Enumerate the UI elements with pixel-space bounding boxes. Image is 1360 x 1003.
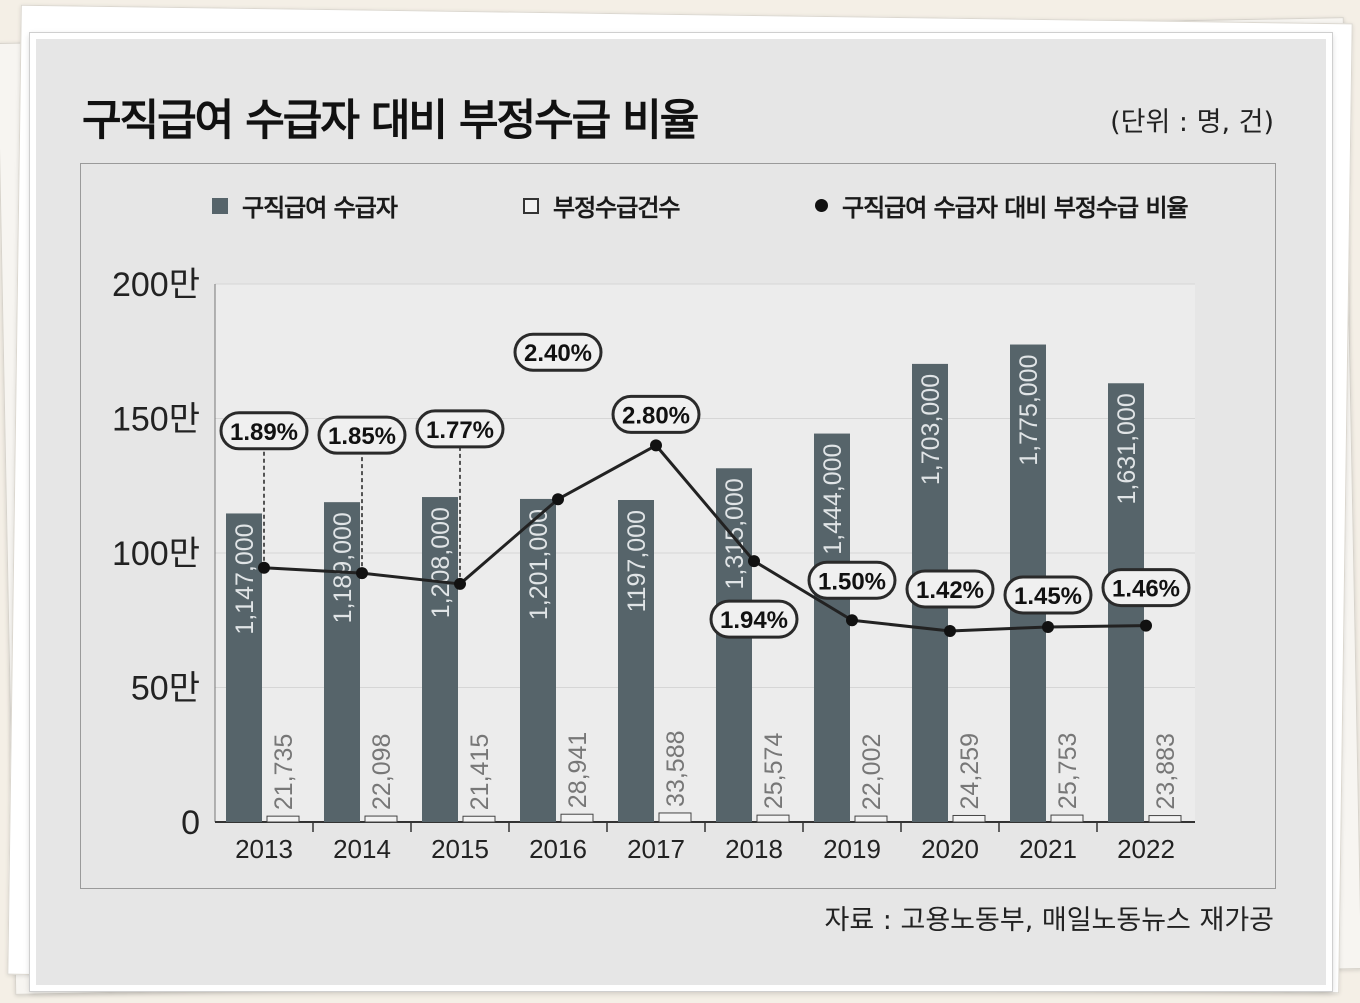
ratio-value-label: 1.77% — [426, 417, 494, 444]
fraud-bar — [364, 815, 398, 823]
ratio-label-pill — [709, 599, 799, 639]
ratio-label-pill — [905, 569, 995, 609]
fraud-value-label: 21,415 — [466, 734, 494, 810]
fraud-value-label: 22,098 — [368, 734, 396, 810]
recipients-bar — [716, 468, 752, 822]
legend-recipients-label: 구직급여 수급자 — [242, 194, 398, 222]
fraud-value-label: 28,941 — [564, 732, 592, 808]
fraud-value-label: 25,753 — [1054, 733, 1082, 809]
ratio-point — [944, 625, 956, 638]
legend-fraud-label: 부정수급건수 — [553, 194, 680, 222]
ratio-label-pill — [611, 394, 701, 434]
fraud-value-label: 25,574 — [760, 733, 788, 810]
x-tick-label: 2018 — [725, 834, 783, 864]
y-tick-label: 200만 — [112, 266, 200, 304]
ratio-label-pill — [219, 411, 309, 451]
fraud-bar — [854, 815, 888, 823]
recipients-value-label: 1197,000 — [623, 510, 651, 612]
ratio-value-label: 1.85% — [328, 423, 396, 450]
legend-dot-icon — [815, 199, 828, 212]
fraud-bar — [1050, 814, 1084, 823]
ratio-label-pill — [1101, 568, 1191, 608]
recipients-value-label: 1,201,000 — [525, 509, 553, 620]
fraud-bar — [1148, 815, 1182, 823]
ratio-point — [356, 567, 368, 580]
x-tick-label: 2016 — [529, 834, 587, 864]
x-tick-label: 2019 — [823, 834, 881, 864]
recipients-value-label: 1,208,000 — [427, 507, 455, 618]
chart-title: 구직급여 수급자 대비 부정수급 비율 — [82, 96, 699, 146]
x-tick-label: 2021 — [1019, 834, 1077, 864]
recipients-bar — [520, 498, 556, 822]
x-tick-label: 2020 — [921, 834, 979, 864]
recipients-bar — [226, 513, 262, 822]
recipients-value-label: 1,703,000 — [917, 374, 945, 485]
ratio-value-label: 1.50% — [818, 568, 886, 595]
legend-fraud: 부정수급건수 — [523, 188, 680, 223]
x-tick-label: 2013 — [235, 834, 293, 864]
fraud-value-label: 23,883 — [1152, 733, 1180, 809]
ratio-value-label: 1.45% — [1014, 583, 1082, 610]
recipients-value-label: 1,147,000 — [231, 523, 259, 634]
ratio-line — [263, 443, 1147, 633]
x-tick-label: 2015 — [431, 834, 489, 864]
y-tick-label: 100만 — [112, 535, 200, 573]
fraud-value-label: 24,259 — [956, 733, 984, 809]
legend-light-square-icon — [523, 197, 539, 214]
ratio-point — [552, 493, 564, 506]
x-tick-label: 2014 — [333, 834, 391, 864]
fraud-value-label: 21,735 — [270, 734, 298, 810]
fraud-bar — [462, 815, 496, 823]
ratio-point — [258, 561, 270, 574]
legend-dark-square-icon — [212, 197, 228, 214]
ratio-point — [650, 439, 662, 452]
ratio-point — [748, 555, 760, 568]
ratio-value-label: 1.46% — [1112, 576, 1180, 603]
ratio-label-pill — [1003, 575, 1093, 615]
ratio-label-pill — [317, 415, 407, 455]
recipients-value-label: 1,444,000 — [819, 444, 847, 555]
ratio-value-label: 1.42% — [916, 577, 984, 604]
y-tick-label: 50만 — [131, 670, 200, 708]
recipients-value-label: 1,775,000 — [1015, 355, 1043, 466]
unit-label: (단위 : 명, 건) — [1110, 107, 1274, 138]
recipients-bar — [324, 502, 360, 822]
y-tick-label: 0 — [181, 804, 200, 842]
recipients-bar — [814, 433, 850, 822]
fraud-value-label: 22,002 — [858, 734, 886, 810]
recipients-bar — [422, 497, 458, 822]
recipients-value-label: 1,189,000 — [329, 512, 357, 623]
ratio-label-pill — [807, 560, 897, 600]
x-tick-label: 2022 — [1117, 834, 1175, 864]
ratio-point — [454, 577, 466, 590]
fraud-value-label: 33,588 — [662, 730, 690, 806]
recipients-value-label: 1,315,000 — [721, 478, 749, 589]
ratio-point — [1042, 620, 1054, 633]
legend-recipients: 구직급여 수급자 — [212, 188, 398, 223]
ratio-value-label: 1.94% — [720, 607, 788, 634]
y-tick-label: 150만 — [112, 401, 200, 439]
x-tick-label: 2017 — [627, 834, 685, 864]
recipients-value-label: 1,631,000 — [1113, 393, 1141, 504]
fraud-bar — [560, 813, 594, 823]
ratio-value-label: 2.40% — [524, 340, 592, 367]
fraud-bar — [266, 815, 300, 823]
recipients-bar — [618, 500, 654, 822]
legend-ratio: 구직급여 수급자 대비 부정수급 비율 — [815, 188, 1189, 223]
fraud-bar — [756, 814, 790, 823]
ratio-label-pill — [513, 332, 603, 372]
source-note: 자료 : 고용노동부, 매일노동뉴스 재가공 — [824, 905, 1274, 936]
ratio-value-label: 1.89% — [230, 419, 298, 446]
ratio-value-label: 2.80% — [622, 402, 690, 429]
ratio-point — [846, 614, 858, 627]
ratio-point — [1140, 619, 1152, 632]
fraud-bar — [658, 812, 692, 823]
legend-ratio-label: 구직급여 수급자 대비 부정수급 비율 — [842, 194, 1189, 222]
fraud-bar — [952, 814, 986, 823]
ratio-label-pill — [415, 409, 505, 449]
